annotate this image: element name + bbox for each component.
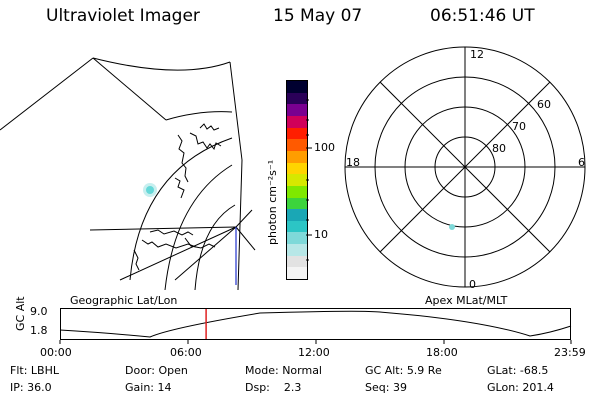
colorbar-segment <box>287 255 307 268</box>
colorbar-segment <box>287 232 307 245</box>
aurora-spot-right <box>449 224 455 230</box>
mlat-label-80: 80 <box>492 142 506 155</box>
timeline-ytick-1-8: 1.8 <box>30 324 48 337</box>
colorbar-segment <box>287 174 307 186</box>
colorbar <box>286 80 308 280</box>
colorbar-segment <box>287 197 307 210</box>
instrument-title: Ultraviolet Imager <box>46 6 200 26</box>
colorbar-segment <box>287 116 307 128</box>
glat-info: GLat: -68.5 <box>487 364 549 377</box>
seq-info: Seq: 39 <box>365 381 407 394</box>
timeline-ytick-9: 9.0 <box>30 305 48 318</box>
gcalt-info: GC Alt: 5.9 Re <box>365 364 442 377</box>
timeline-xtick-0000: 00:00 <box>40 346 72 359</box>
mlt-label-12: 12 <box>470 48 484 61</box>
colorbar-segment <box>287 267 307 279</box>
mlt-label-0: 0 <box>469 278 476 291</box>
mlt-label-6: 6 <box>578 156 585 169</box>
colorbar-label: photon cm⁻²s⁻¹ <box>266 159 279 245</box>
timeline-xtick-0600: 06:00 <box>170 346 202 359</box>
dsp-info: Dsp: 2.3 <box>245 381 302 394</box>
colorbar-segment <box>287 150 307 163</box>
colorbar-tick-100: 100 <box>314 141 335 154</box>
timeline-y-label: GC Alt <box>14 296 27 331</box>
gain-info: Gain: 14 <box>125 381 172 394</box>
observation-time: 06:51:46 UT <box>430 6 535 26</box>
observation-date: 15 May 07 <box>273 6 363 26</box>
mlat-label-70: 70 <box>512 120 526 133</box>
apex-map-label: Apex MLat/MLT <box>425 294 508 307</box>
colorbar-segment <box>287 244 307 256</box>
colorbar-segment <box>287 209 307 221</box>
colorbar-tick-10: 10 <box>314 228 328 241</box>
colorbar-segment <box>287 220 307 233</box>
mode-info: Mode: Normal <box>245 364 322 377</box>
colorbar-segment <box>287 162 307 175</box>
colorbar-segment <box>287 81 307 93</box>
glon-info: GLon: 201.4 <box>487 381 554 394</box>
timeline-xtick-1800: 18:00 <box>426 346 458 359</box>
geographic-map <box>0 57 256 291</box>
colorbar-segment <box>287 139 307 151</box>
timeline-xtick-1200: 12:00 <box>298 346 330 359</box>
colorbar-segment <box>287 92 307 105</box>
geographic-map-label: Geographic Lat/Lon <box>70 294 178 307</box>
colorbar-segment <box>287 104 307 117</box>
timeline-xtick-2359: 23:59 <box>554 346 586 359</box>
orbit-timeline <box>59 308 572 344</box>
mlt-polar-plot <box>344 46 586 288</box>
ip-info: IP: 36.0 <box>10 381 52 394</box>
mlt-label-18: 18 <box>346 156 360 169</box>
colorbar-segment <box>287 185 307 198</box>
colorbar-segment <box>287 127 307 140</box>
door-info: Door: Open <box>125 364 188 377</box>
colorbar-ticks <box>306 99 312 261</box>
filter-info: Flt: LBHL <box>10 364 59 377</box>
mlat-label-60: 60 <box>537 98 551 111</box>
